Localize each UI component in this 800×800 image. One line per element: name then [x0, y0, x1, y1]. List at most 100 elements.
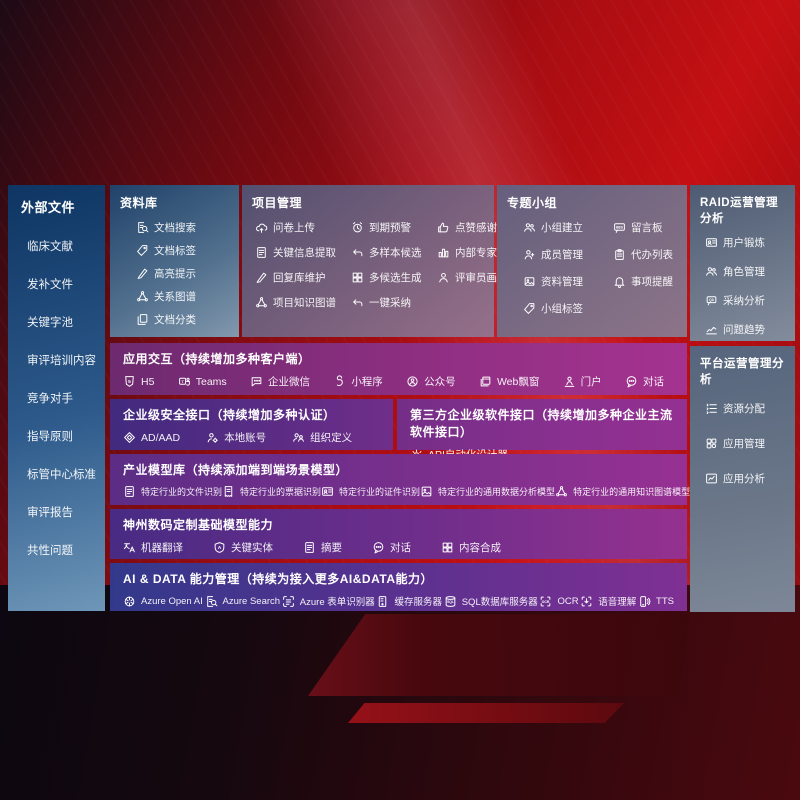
server-icon — [376, 595, 389, 608]
list-allocation-icon — [705, 402, 718, 415]
list-item: Azure Open AI — [123, 595, 203, 608]
item-label: 语音理解 — [598, 597, 637, 608]
bbs-board-icon: BBS — [613, 221, 626, 234]
item-label: 事项提醒 — [631, 276, 673, 288]
alarm-icon — [351, 221, 364, 234]
doc-lines-icon — [123, 485, 136, 498]
item-label: 关键实体 — [231, 542, 273, 554]
item-label: 竞争对手 — [27, 393, 73, 405]
item-label: 采纳分析 — [723, 295, 765, 307]
item-label: 关键信息提取 — [273, 247, 336, 259]
item-label: 审评培训内容 — [27, 355, 96, 367]
item-label: 问题趋势 — [723, 324, 765, 336]
list-item: 共性问题 — [27, 542, 105, 558]
svg-text:5: 5 — [128, 379, 131, 385]
list-item: 指导原则 — [27, 428, 105, 444]
list-item: QA 采纳分析 — [705, 293, 785, 308]
s-link-icon — [333, 375, 346, 388]
svg-text:A: A — [218, 545, 222, 551]
list-item: BBS 留言板 — [613, 220, 677, 235]
network-graph-icon — [255, 296, 268, 309]
item-label: 资料管理 — [541, 276, 583, 288]
svg-text:SQL: SQL — [447, 600, 454, 604]
item-label: 临床文献 — [27, 241, 73, 253]
copy-docs-icon — [136, 313, 149, 326]
panel-title: 外部文件 — [21, 200, 76, 215]
item-label: 高亮提示 — [154, 268, 196, 280]
base-models-row: 机器翻译 A 关键实体 摘要 对话 内容合成 — [123, 540, 674, 555]
item-label: 特定行业的票据识别 — [240, 487, 322, 497]
list-item: 成员管理 — [523, 247, 613, 262]
list-item: 回复库维护 — [255, 270, 351, 285]
qa-bubble-icon: QA — [705, 294, 718, 307]
item-label: 审评报告 — [27, 507, 73, 519]
list-item: 本地账号 — [206, 430, 266, 445]
item-label: Web飘窗 — [496, 376, 540, 388]
item-label: 成员管理 — [541, 249, 583, 261]
panel-title: 项目管理 — [252, 196, 303, 210]
people-icon — [523, 221, 536, 234]
grid-icon — [351, 271, 364, 284]
item-label: 本地账号 — [224, 432, 267, 444]
web-window-icon — [479, 375, 492, 388]
item-label: 应用分析 — [723, 473, 765, 485]
list-item: Azure 表单识别器 — [282, 594, 375, 608]
network-graph-icon — [136, 290, 149, 303]
tag-icon — [136, 244, 149, 257]
highlight-pen-icon — [136, 267, 149, 280]
voice-icon — [580, 595, 593, 608]
ranking-icon — [437, 246, 450, 259]
ocr-icon: OCR — [539, 595, 552, 608]
clipboard-icon — [613, 248, 626, 261]
list-item: T Teams — [178, 375, 227, 388]
svg-text:QA: QA — [709, 298, 715, 302]
item-label: 摘要 — [321, 542, 342, 554]
list-item: 事项提醒 — [613, 274, 677, 289]
band-thirdparty-interface: 第三方企业级软件接口（持续增加多种企业主流软件接口） API自动化设计器 — [397, 399, 687, 461]
chat-round-icon — [625, 375, 638, 388]
item-label: 问卷上传 — [273, 222, 315, 234]
tts-icon — [638, 595, 651, 608]
list-item: 特定行业的通用数据分析模型 — [420, 485, 555, 498]
item-label: H5 — [141, 375, 155, 388]
thumbs-up-icon — [437, 221, 450, 234]
list-item: 问卷上传 — [255, 220, 351, 235]
diagram-board: 外部文件 临床文献 发补文件 关键字池 审评培训内容 竞争对手 指导原则 标管中心标准 审评报… — [8, 184, 795, 612]
list-item: 代办列表 — [613, 247, 677, 262]
id-card-icon — [321, 485, 334, 498]
platform-list: 资源分配 应用管理 应用分析 — [700, 401, 785, 486]
receipt-icon — [222, 485, 235, 498]
highlight-pen-icon — [255, 271, 268, 284]
list-item: 特定行业的票据识别 — [222, 485, 321, 498]
item-label: 小组建立 — [541, 222, 583, 234]
svg-text:T: T — [181, 380, 184, 384]
panel-library: 资料库 文档搜索 文档标签 高亮提示 关系图谱 文档分类 — [110, 185, 239, 337]
band-title: 第三方企业级软件接口（持续增加多种企业主流软件接口） — [410, 408, 673, 439]
list-item: 审评培训内容 — [27, 352, 105, 368]
item-label: Azure Search — [222, 595, 281, 607]
band-title: 企业级安全接口（持续增加多种认证） — [123, 408, 336, 422]
chart-box-icon — [705, 472, 718, 485]
item-label: 特定行业的文件识别 — [141, 487, 223, 497]
network-graph-icon — [555, 485, 568, 498]
item-label: 共性问题 — [27, 545, 73, 557]
item-label: 标管中心标准 — [27, 469, 96, 481]
panel-platform-analysis: 平台运营管理分析 资源分配 应用管理 应用分析 — [690, 346, 795, 612]
item-label: 指导原则 — [27, 431, 73, 443]
apps-grid-icon — [705, 437, 718, 450]
bell-icon — [613, 275, 626, 288]
list-item: 文档标签 — [136, 243, 229, 258]
list-item: 关系图谱 — [136, 289, 229, 304]
list-item: 评审员画像 — [437, 270, 518, 285]
list-item: 临床文献 — [27, 238, 105, 254]
item-label: 点赞感谢 — [455, 222, 497, 234]
item-label: 对话 — [642, 376, 664, 388]
list-item: 多样本候选 — [351, 245, 437, 260]
panel-topic-groups: 专题小组 小组建立 BBS 留言板 成员管理 代办列表 资料管理 事项提醒 小组标签 — [497, 185, 687, 337]
openai-icon — [123, 595, 136, 608]
list-item: 公众号 — [406, 374, 456, 389]
list-item: 项目知识图谱 — [255, 295, 351, 310]
list-item: SQL SQL数据库服务器 — [444, 594, 538, 608]
item-label: 特定行业的通用知识图谱模型 — [573, 487, 691, 497]
item-label: 文档搜索 — [154, 222, 196, 234]
